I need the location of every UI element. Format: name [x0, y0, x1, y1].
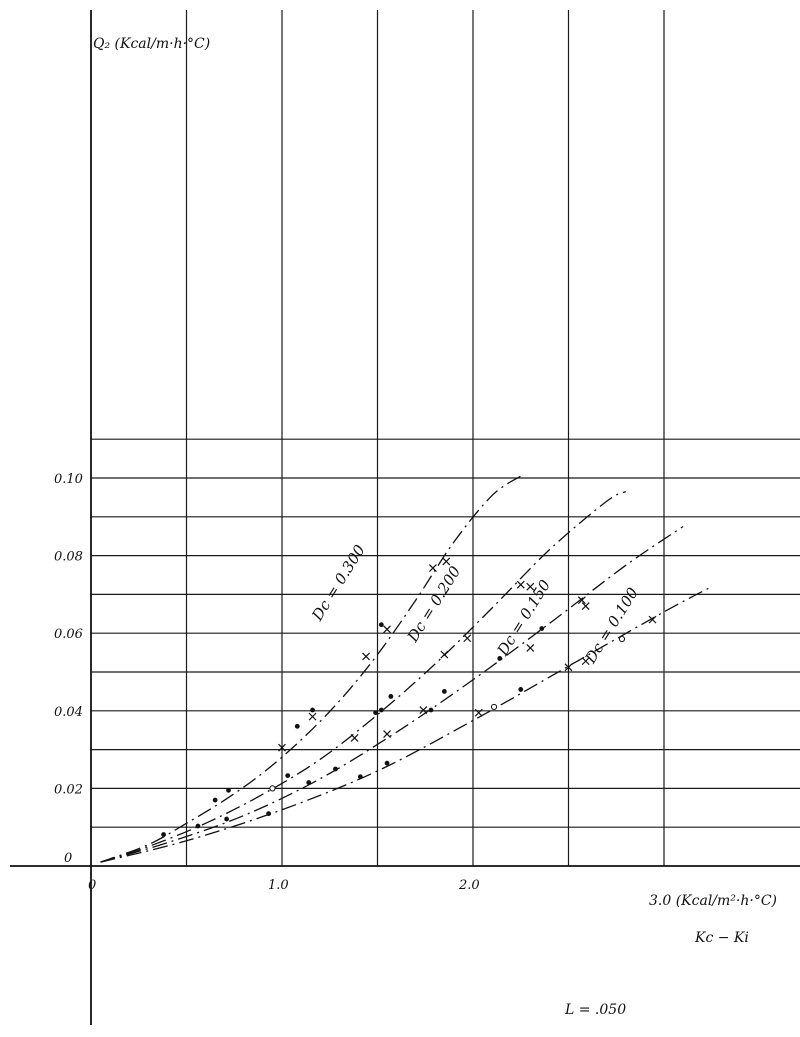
- data-point-cross: [442, 557, 451, 566]
- data-point: [373, 710, 378, 716]
- curve-label-dc-0-100: Dc = 0.100: [581, 584, 642, 667]
- data-point-cross: [383, 730, 391, 739]
- tick-labels: 0 0.02 0.04 0.06 0.08 0.10 0 1.0 2.0: [54, 472, 480, 893]
- data-point: [161, 832, 166, 837]
- x-tick-label: 1.0: [268, 878, 289, 893]
- data-point: [539, 626, 545, 631]
- data-point: [306, 780, 312, 785]
- curve-dc-0-300: [100, 475, 522, 863]
- curve-label-dc-0-300: Dc = 0.300: [308, 541, 369, 624]
- y-axis-label: Q₂ (Kcal/m·h·°C): [93, 36, 210, 52]
- data-point: [226, 787, 231, 793]
- data-point: [518, 687, 524, 692]
- data-point-open: [618, 635, 626, 643]
- data-point: [378, 707, 384, 713]
- y-tick-label: 0.10: [54, 472, 83, 487]
- curve-dc-0-200: [100, 490, 627, 863]
- data-point: [285, 773, 291, 778]
- axis-titles: Q₂ (Kcal/m·h·°C) 3.0 (Kcal/m²·h·°C) Kc −…: [93, 36, 777, 1018]
- data-point-cross: [564, 663, 573, 672]
- data-point: [384, 760, 390, 766]
- data-point-cross: [278, 743, 286, 752]
- parameter-note: L = .050: [564, 1002, 626, 1018]
- data-point: [388, 694, 394, 699]
- data-point-cross: [428, 564, 437, 572]
- data-point: [310, 707, 315, 713]
- data-point-open: [269, 785, 276, 792]
- curve-labels: Dc = 0.300 Dc = 0.200 Dc = 0.150 Dc = 0.100: [308, 541, 642, 667]
- data-point-cross: [463, 634, 472, 643]
- data-point-cross: [362, 652, 370, 661]
- data-point-cross: [474, 708, 483, 717]
- data-point: [357, 774, 363, 780]
- data-point-cross: [577, 596, 586, 605]
- data-point-cross: [648, 615, 657, 624]
- data-point-cross: [383, 625, 391, 634]
- x-tick-label: 0: [88, 878, 96, 893]
- data-point: [195, 823, 201, 829]
- data-point: [428, 707, 434, 713]
- y-tick-label: 0.04: [54, 705, 83, 720]
- curve-label-dc-0-150: Dc = 0.150: [493, 576, 554, 659]
- y-tick-label: 0.06: [54, 627, 83, 642]
- y-tick-label: 0.08: [54, 550, 83, 565]
- data-point-cross: [440, 650, 449, 659]
- data-point-cross: [526, 582, 535, 591]
- y-tick-label: 0.02: [54, 782, 83, 797]
- data-point: [212, 797, 218, 803]
- data-point-cross: [308, 712, 317, 721]
- data-point-open: [490, 703, 498, 711]
- data-point: [224, 816, 230, 822]
- data-point: [266, 811, 272, 817]
- data-point: [441, 689, 447, 694]
- y-tick-label: 0: [64, 851, 72, 866]
- curve-dc-0-150: [100, 525, 684, 863]
- grid: [91, 10, 800, 866]
- x-axis-sublabel: Kc − Ki: [694, 930, 749, 946]
- data-point: [378, 622, 384, 628]
- x-axis-label: 3.0 (Kcal/m²·h·°C): [649, 893, 777, 909]
- data-point-cross: [581, 657, 590, 666]
- data-point-cross: [419, 706, 428, 714]
- data-point: [497, 656, 503, 661]
- data-points: [161, 557, 657, 837]
- data-point: [294, 723, 300, 729]
- x-tick-label: 2.0: [458, 878, 480, 893]
- data-point: [333, 766, 338, 772]
- data-point-cross: [350, 734, 359, 742]
- curve-dc-0-100: [100, 586, 713, 863]
- data-point-cross: [581, 602, 590, 610]
- axes: [10, 10, 800, 1025]
- data-point-cross: [516, 580, 525, 589]
- data-point-cross: [526, 644, 535, 652]
- curves: [100, 475, 713, 863]
